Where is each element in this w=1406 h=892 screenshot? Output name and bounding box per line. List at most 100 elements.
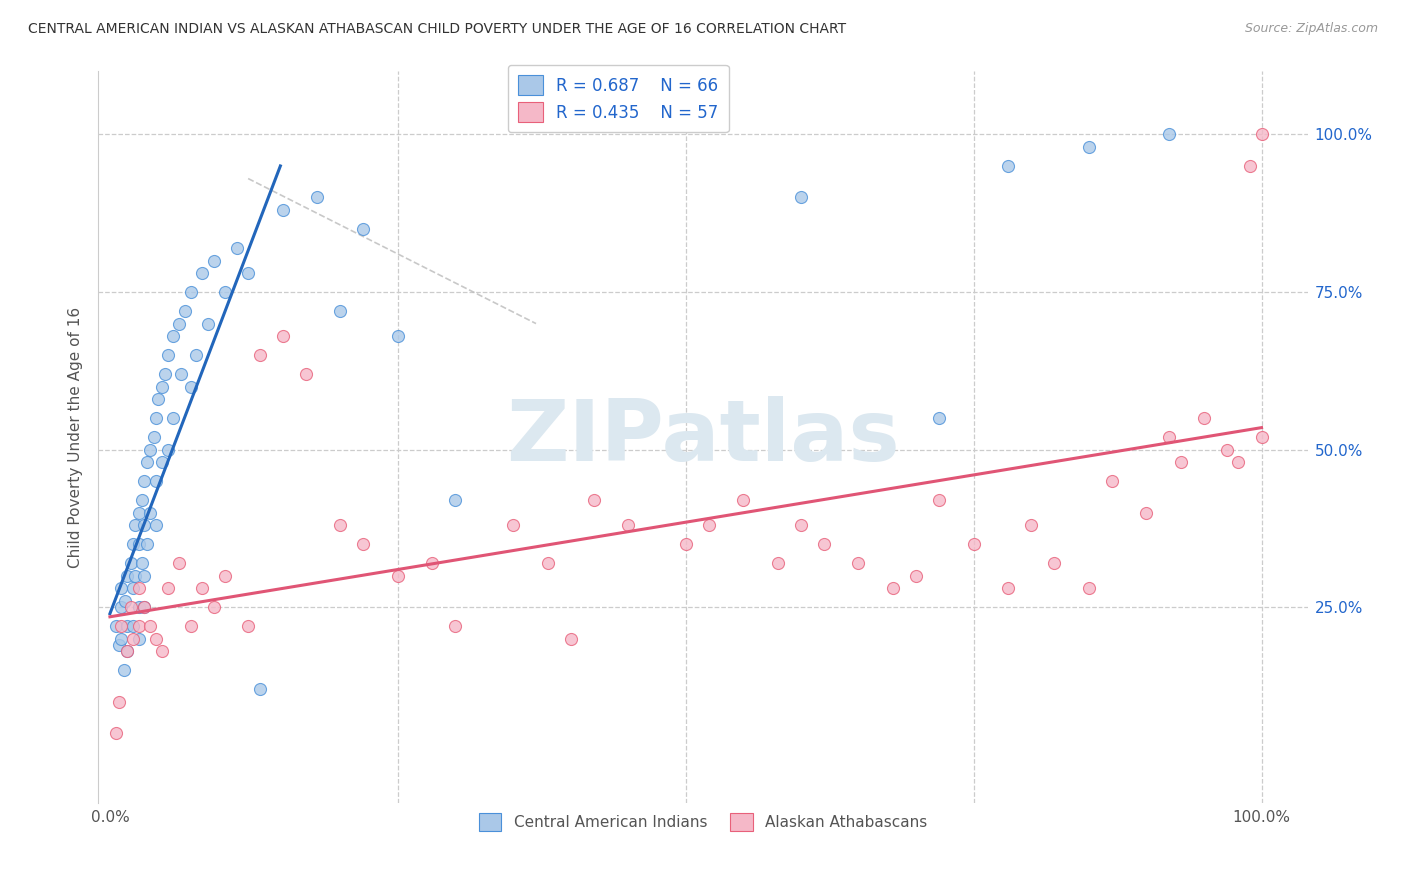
- Point: [997, 159, 1019, 173]
- Point: [128, 537, 150, 551]
- Point: [1159, 128, 1181, 142]
- Point: [1077, 140, 1099, 154]
- Point: [214, 569, 236, 583]
- Point: [180, 285, 202, 299]
- Text: ZIPatlas: ZIPatlas: [506, 395, 900, 479]
- Point: [150, 379, 173, 393]
- Point: [790, 190, 813, 204]
- Point: [236, 619, 259, 633]
- Point: [145, 474, 167, 488]
- Point: [104, 726, 127, 740]
- Point: [1159, 430, 1181, 444]
- Point: [214, 285, 236, 299]
- Point: [145, 632, 167, 646]
- Point: [114, 594, 136, 608]
- Point: [110, 600, 132, 615]
- Text: CENTRAL AMERICAN INDIAN VS ALASKAN ATHABASCAN CHILD POVERTY UNDER THE AGE OF 16 : CENTRAL AMERICAN INDIAN VS ALASKAN ATHAB…: [28, 22, 846, 37]
- Point: [122, 537, 145, 551]
- Point: [1250, 128, 1272, 142]
- Point: [249, 682, 271, 697]
- Point: [156, 582, 179, 596]
- Point: [882, 582, 904, 596]
- Point: [131, 556, 153, 570]
- Point: [110, 582, 132, 596]
- Point: [202, 253, 225, 268]
- Point: [813, 537, 835, 551]
- Point: [271, 329, 294, 343]
- Point: [502, 518, 524, 533]
- Point: [997, 582, 1019, 596]
- Legend: Central American Indians, Alaskan Athabascans: Central American Indians, Alaskan Athaba…: [471, 805, 935, 839]
- Point: [167, 317, 190, 331]
- Point: [1077, 582, 1099, 596]
- Point: [122, 632, 145, 646]
- Point: [131, 493, 153, 508]
- Point: [173, 304, 195, 318]
- Point: [236, 266, 259, 280]
- Point: [145, 518, 167, 533]
- Point: [145, 411, 167, 425]
- Point: [110, 632, 132, 646]
- Point: [115, 569, 138, 583]
- Point: [675, 537, 697, 551]
- Point: [1250, 430, 1272, 444]
- Point: [848, 556, 870, 570]
- Point: [139, 442, 162, 457]
- Point: [191, 266, 214, 280]
- Point: [733, 493, 755, 508]
- Point: [120, 600, 142, 615]
- Point: [148, 392, 170, 407]
- Point: [1192, 411, 1215, 425]
- Point: [135, 537, 157, 551]
- Point: [128, 506, 150, 520]
- Point: [162, 411, 184, 425]
- Point: [329, 304, 352, 318]
- Text: Source: ZipAtlas.com: Source: ZipAtlas.com: [1244, 22, 1378, 36]
- Point: [307, 190, 329, 204]
- Point: [422, 556, 444, 570]
- Point: [134, 518, 156, 533]
- Point: [142, 430, 165, 444]
- Point: [122, 582, 145, 596]
- Point: [115, 644, 138, 658]
- Point: [202, 600, 225, 615]
- Point: [122, 619, 145, 633]
- Point: [135, 455, 157, 469]
- Point: [134, 600, 156, 615]
- Point: [167, 556, 190, 570]
- Point: [115, 644, 138, 658]
- Point: [150, 644, 173, 658]
- Point: [108, 695, 131, 709]
- Point: [329, 518, 352, 533]
- Point: [617, 518, 640, 533]
- Point: [1019, 518, 1042, 533]
- Point: [790, 518, 813, 533]
- Point: [928, 411, 950, 425]
- Point: [124, 569, 146, 583]
- Point: [186, 348, 208, 362]
- Point: [128, 600, 150, 615]
- Point: [1043, 556, 1066, 570]
- Point: [180, 619, 202, 633]
- Point: [110, 619, 132, 633]
- Point: [156, 348, 179, 362]
- Point: [134, 474, 156, 488]
- Point: [155, 367, 177, 381]
- Point: [962, 537, 984, 551]
- Point: [104, 619, 127, 633]
- Point: [582, 493, 605, 508]
- Point: [108, 638, 131, 652]
- Point: [139, 619, 162, 633]
- Point: [225, 241, 247, 255]
- Point: [1170, 455, 1192, 469]
- Point: [134, 569, 156, 583]
- Point: [444, 619, 467, 633]
- Point: [162, 329, 184, 343]
- Point: [928, 493, 950, 508]
- Point: [180, 379, 202, 393]
- Point: [560, 632, 582, 646]
- Point: [271, 203, 294, 218]
- Point: [128, 619, 150, 633]
- Point: [134, 600, 156, 615]
- Point: [139, 506, 162, 520]
